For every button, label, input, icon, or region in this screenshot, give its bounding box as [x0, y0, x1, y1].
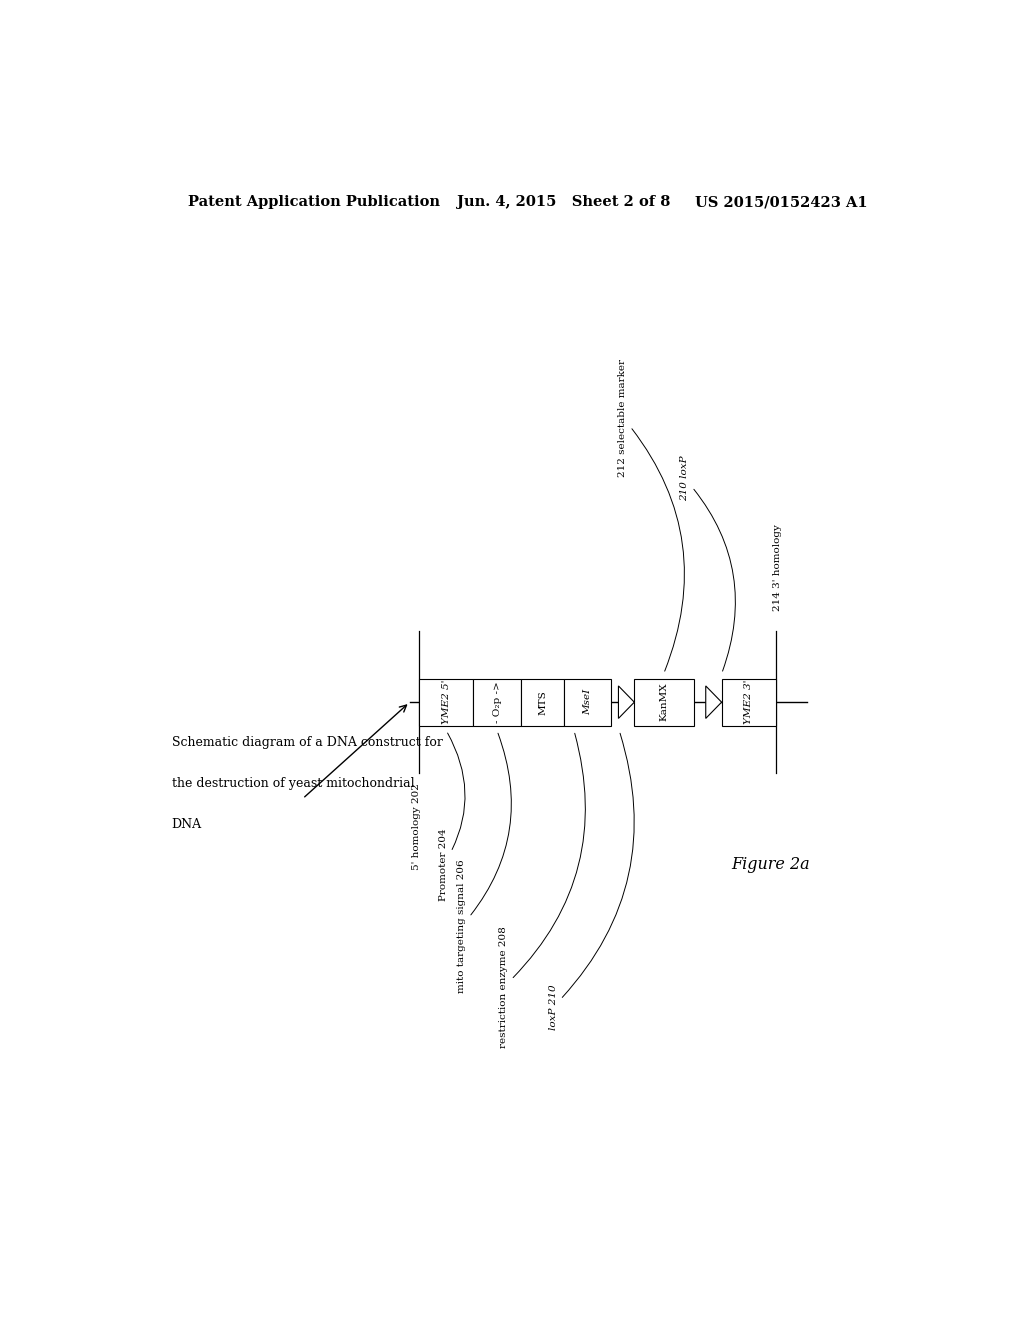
Text: Schematic diagram of a DNA construct for: Schematic diagram of a DNA construct for — [172, 737, 442, 750]
Bar — [634, 678, 694, 726]
Text: - O₂p ->: - O₂p -> — [493, 681, 502, 723]
Text: mito targeting signal 206: mito targeting signal 206 — [458, 733, 511, 993]
Polygon shape — [618, 686, 634, 718]
Text: KanMX: KanMX — [659, 682, 669, 722]
Text: 212 selectable marker: 212 selectable marker — [618, 359, 684, 671]
Text: 214 3' homology: 214 3' homology — [773, 524, 781, 611]
Text: MTS: MTS — [539, 690, 547, 714]
Text: Patent Application Publication: Patent Application Publication — [187, 195, 439, 209]
Bar — [521, 678, 564, 726]
Text: loxP 210: loxP 210 — [549, 734, 634, 1030]
Text: DNA: DNA — [172, 817, 202, 830]
Text: Figure 2a: Figure 2a — [731, 857, 810, 874]
Text: YME2 5': YME2 5' — [441, 680, 451, 725]
Polygon shape — [706, 686, 722, 718]
Text: the destruction of yeast mitochondrial: the destruction of yeast mitochondrial — [172, 777, 415, 789]
Bar — [564, 678, 610, 726]
Bar — [473, 678, 521, 726]
Bar — [722, 678, 775, 726]
Text: 210 loxP: 210 loxP — [680, 455, 735, 671]
Text: MseI: MseI — [583, 689, 592, 715]
Text: YME2 3': YME2 3' — [744, 680, 753, 725]
Text: restriction enzyme 208: restriction enzyme 208 — [500, 734, 586, 1048]
Text: Promoter 204: Promoter 204 — [439, 733, 465, 902]
Bar — [419, 678, 473, 726]
Text: 5' homology 202: 5' homology 202 — [412, 784, 421, 870]
Text: Jun. 4, 2015   Sheet 2 of 8: Jun. 4, 2015 Sheet 2 of 8 — [458, 195, 671, 209]
Text: US 2015/0152423 A1: US 2015/0152423 A1 — [695, 195, 868, 209]
